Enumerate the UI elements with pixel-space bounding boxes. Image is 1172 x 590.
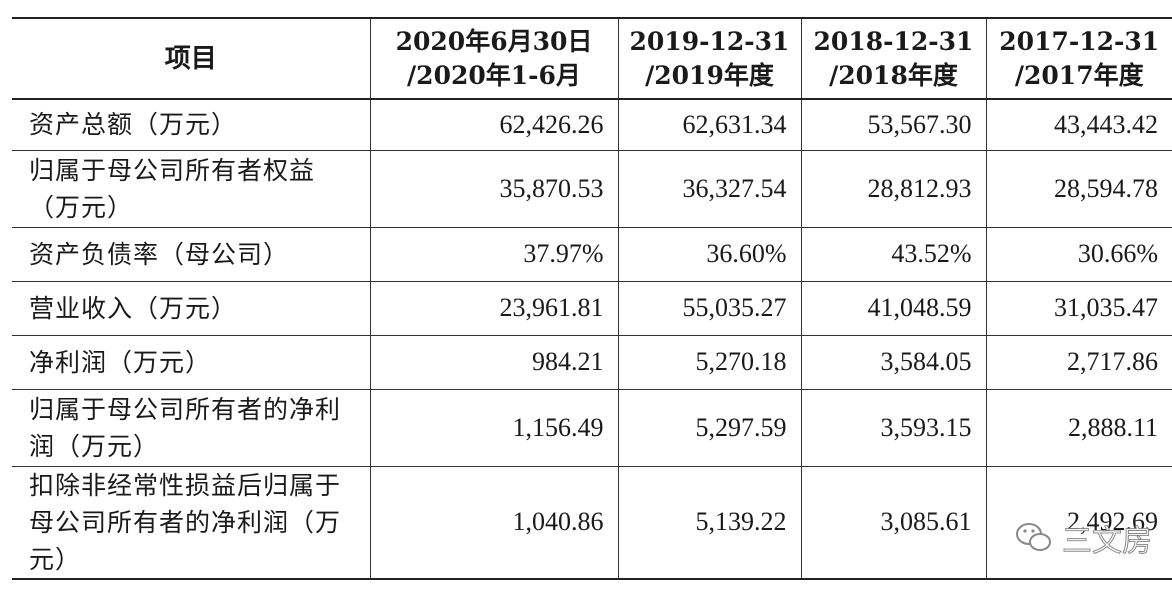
table-row-net-profit: 净利润（万元） 984.21 5,270.18 3,584.05 2,717.8… [12,334,1172,389]
cell-value: 36.60% [617,226,801,281]
row-label: 净利润（万元） [12,334,370,389]
row-label: 资产总额（万元） [12,98,370,150]
cell-value: 984.21 [369,334,618,389]
cell-value: 1,040.86 [369,465,618,580]
cell-value: 3,584.05 [800,334,986,389]
cell-value: 2,888.11 [985,388,1172,466]
cell-value: 41,048.59 [800,280,986,335]
cell-value: 2,717.86 [985,334,1172,389]
cell-value: 5,139.22 [617,465,801,580]
table-row-parent-net-profit: 归属于母公司所有者的净利润（万元） 1,156.49 5,297.59 3,59… [12,388,1172,466]
financial-data-table: 项目 2020年6月30日/2020年1-6月 2019-12-31/2019年… [12,17,1172,580]
table-row-debt-ratio: 资产负债率（母公司） 37.97% 36.60% 43.52% 30.66% [12,226,1172,281]
column-header-2019: 2019-12-31/2019年度 [617,17,801,100]
cell-value: 28,594.78 [985,149,1172,227]
cell-value: 53,567.30 [800,98,986,150]
row-label: 营业收入（万元） [12,280,370,335]
column-header-2017: 2017-12-31/2017年度 [985,17,1172,100]
row-label: 扣除非经常性损益后归属于母公司所有者的净利润（万元） [12,465,370,580]
cell-value: 3,085.61 [800,465,986,580]
cell-value: 62,631.34 [617,98,801,150]
column-header-2018: 2018-12-31/2018年度 [800,17,986,100]
table-header-row: 项目 2020年6月30日/2020年1-6月 2019-12-31/2019年… [12,17,1172,100]
cell-value: 31,035.47 [985,280,1172,335]
cell-value: 23,961.81 [369,280,618,335]
row-label: 资产负债率（母公司） [12,226,370,281]
cell-value: 3,593.15 [800,388,986,466]
cell-value: 28,812.93 [800,149,986,227]
row-label: 归属于母公司所有者权益（万元） [12,149,370,227]
cell-value: 36,327.54 [617,149,801,227]
cell-value: 35,870.53 [369,149,618,227]
cell-value: 5,297.59 [617,388,801,466]
table-row-adjusted-net-profit: 扣除非经常性损益后归属于母公司所有者的净利润（万元） 1,040.86 5,13… [12,465,1172,580]
cell-value: 37.97% [369,226,618,281]
cell-value: 5,270.18 [617,334,801,389]
table-row-revenue: 营业收入（万元） 23,961.81 55,035.27 41,048.59 3… [12,280,1172,335]
cell-value: 1,156.49 [369,388,618,466]
column-header-2020h1: 2020年6月30日/2020年1-6月 [369,17,618,100]
row-label: 归属于母公司所有者的净利润（万元） [12,388,370,466]
cell-value: 2,492.69 [985,465,1172,580]
column-header-item: 项目 [12,17,370,100]
table-row-parent-equity: 归属于母公司所有者权益（万元） 35,870.53 36,327.54 28,8… [12,149,1172,227]
cell-value: 62,426.26 [369,98,618,150]
cell-value: 55,035.27 [617,280,801,335]
cell-value: 43,443.42 [985,98,1172,150]
cell-value: 43.52% [800,226,986,281]
cell-value: 30.66% [985,226,1172,281]
table-row-total-assets: 资产总额（万元） 62,426.26 62,631.34 53,567.30 4… [12,98,1172,150]
